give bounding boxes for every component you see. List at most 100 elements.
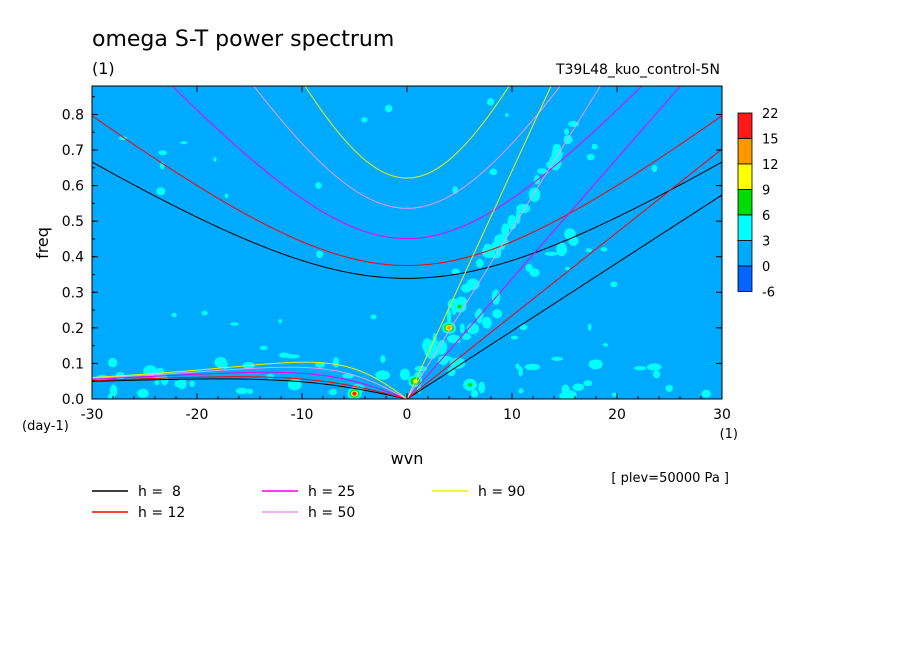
contour-patch	[266, 373, 275, 379]
contour-patch	[459, 323, 465, 334]
x-tick-label: 20	[608, 407, 626, 423]
contour-patch	[518, 366, 523, 377]
x-tick-label: 30	[713, 407, 731, 423]
colorbar-label: 12	[762, 158, 779, 173]
colorbar-swatch	[737, 189, 753, 216]
contour-patch	[528, 187, 541, 202]
contour-patch	[476, 258, 484, 268]
dispersion-curve-h12	[406, 148, 722, 399]
contour-patch	[380, 354, 386, 363]
contour-patch	[568, 236, 579, 246]
contour-patch	[507, 214, 517, 230]
contour-patch	[437, 358, 449, 365]
x-tick-label: -20	[186, 407, 209, 423]
contour-patch	[278, 319, 283, 324]
contour-patch	[591, 143, 598, 150]
dispersion-curve-h12	[92, 376, 408, 399]
contour-patch	[189, 380, 195, 388]
contour-patch	[461, 284, 472, 293]
colorbar-swatch	[737, 240, 753, 267]
dispersion-curve-h8	[406, 194, 722, 399]
dispersion-curve-h8	[92, 161, 722, 279]
colorbar-label: 15	[762, 133, 779, 148]
peak-marker	[467, 382, 473, 387]
contour-patch	[489, 168, 498, 176]
contour-patch	[328, 389, 338, 396]
contour-patch	[474, 310, 484, 320]
contour-patch	[201, 310, 208, 316]
contour-patch	[461, 333, 471, 340]
contour-patch	[665, 384, 674, 392]
run-label: T39L48_kuo_control-5N	[555, 62, 720, 78]
contour-patch	[370, 314, 377, 320]
contour-patch	[384, 104, 393, 113]
contour-patch	[515, 363, 520, 370]
contour-patch	[653, 370, 661, 379]
level-note: [ plev=50000 Pa ]	[611, 471, 729, 486]
x-axis-label: wvn	[391, 449, 424, 468]
contour-patch	[555, 144, 562, 154]
chart-subtitle: (1)	[92, 59, 115, 78]
y-tick-label: 0.8	[62, 107, 84, 123]
contour-patch	[561, 384, 570, 395]
contour-patch	[519, 324, 528, 331]
contour-patch	[565, 266, 570, 271]
contour-patch	[247, 388, 254, 394]
contour-patch	[510, 335, 519, 340]
contour-patch	[585, 248, 592, 253]
contour-patch	[108, 357, 118, 368]
x-axis: -30 -20 -10 0 10 20 30	[81, 86, 731, 423]
dispersion-curve-h90	[304, 86, 510, 179]
x-tick-label: 0	[403, 407, 412, 423]
y-axis-unit: (day-1)	[22, 419, 69, 434]
contour-patch	[492, 309, 503, 319]
contour-patch	[316, 250, 324, 258]
y-axis-label: freq	[33, 227, 52, 259]
contour-patch	[460, 358, 465, 367]
y-tick-label: 0.5	[62, 214, 84, 230]
legend-label-h90: h = 90	[478, 484, 525, 500]
contour-patch	[572, 383, 585, 391]
dispersion-curve-h50	[92, 366, 408, 399]
legend-label-h25: h = 25	[308, 484, 355, 500]
legend-label-h12: h = 12	[138, 505, 185, 521]
contour-patch	[399, 368, 411, 381]
dispersion-curve-h90	[92, 361, 408, 399]
colorbar-swatch	[737, 112, 753, 139]
plot-background	[92, 86, 722, 399]
contour-patch	[154, 380, 160, 386]
y-tick-label: 0.7	[62, 143, 84, 159]
y-tick-label: 0.6	[62, 179, 84, 195]
dispersion-curve-h25	[171, 86, 643, 240]
contour-patch	[551, 356, 564, 361]
contour-patch	[588, 359, 603, 370]
contour-patch	[466, 322, 479, 335]
contour-patch	[507, 218, 513, 223]
contour-patch	[602, 343, 609, 347]
contour-patch	[213, 157, 217, 162]
x-axis-unit: (1)	[720, 427, 738, 442]
legend-label-h8: h = 8	[138, 484, 181, 500]
contour-patch	[487, 98, 495, 106]
contour-patch	[611, 392, 618, 397]
contour-patch	[564, 128, 569, 135]
contour-patch	[176, 378, 187, 389]
peak-marker	[457, 304, 462, 309]
contour-patch	[259, 345, 268, 351]
y-tick-label: 0.2	[62, 321, 84, 337]
x-tick-label: -10	[291, 407, 314, 423]
colorbar-label: 3	[762, 235, 770, 250]
contour-patch	[701, 389, 712, 398]
dispersion-curve-h25	[92, 371, 408, 399]
contour-patch	[558, 247, 568, 253]
contour-patch	[600, 247, 608, 252]
contour-patch	[586, 153, 595, 161]
contour-patch	[158, 150, 168, 156]
contour-patch	[633, 366, 647, 371]
y-tick-label: 0.3	[62, 285, 84, 301]
contour-patch	[516, 203, 531, 214]
contour-patch	[471, 389, 479, 398]
peak-marker	[352, 391, 357, 396]
y-axis: 0.0 0.1 0.2 0.3 0.4 0.5 0.6 0.7 0.8	[62, 96, 722, 408]
chart-title: omega S-T power spectrum	[92, 27, 394, 52]
